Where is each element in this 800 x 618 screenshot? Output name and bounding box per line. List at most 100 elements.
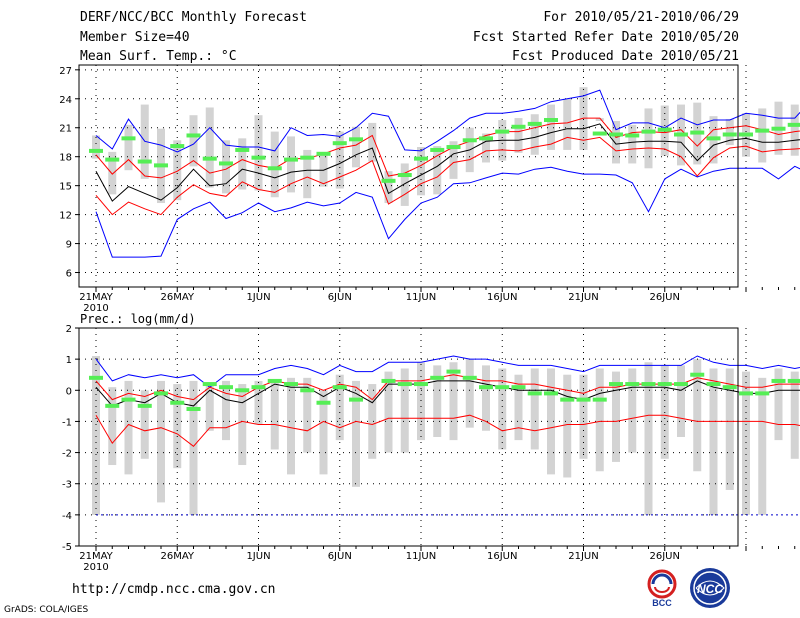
x-tick-label: 21JUN [568,551,598,562]
spread-bar [173,384,182,469]
spread-bar [758,377,767,515]
observed-marker [381,378,396,383]
spread-bar [303,149,312,199]
observed-marker [267,378,282,383]
grads-credit: GrADS: COLA/IGES [4,605,89,615]
y-tick-label: -5 [62,542,72,553]
observed-marker [202,156,217,161]
spread-bar [400,163,409,206]
observed-marker [625,133,640,138]
ncc-logo: NCC [690,568,730,608]
chart-title: DERF/NCC/BCC Monthly Forecast [80,10,307,25]
observed-marker [479,136,493,141]
spread-bar [530,114,539,155]
observed-marker [511,385,526,390]
y-tick-label: 24 [59,95,72,106]
observed-marker [316,400,331,405]
spread-bar [400,368,409,453]
series-line-ensemble_mean [95,380,800,407]
observed-marker [755,128,770,133]
observed-marker [544,391,558,396]
observed-marker [755,391,770,396]
observed-marker [414,382,428,387]
spread-bar [205,384,214,431]
spread-bar [287,136,295,193]
y-tick-label: 15 [59,182,72,193]
spread-bar [368,122,377,162]
observed-marker [495,385,510,390]
observed-marker [706,136,721,141]
observed-marker [105,157,120,162]
x-tick-label: 26MAY [160,551,194,562]
y-tick-label: -1 [62,417,72,428]
member-size-label: Member Size=40 [80,30,190,45]
observed-marker [787,122,800,127]
observed-marker [121,136,136,141]
observed-marker [332,385,347,390]
observed-marker [154,163,168,168]
observed-marker [170,400,185,405]
spread-bar [514,374,523,441]
spread-bar [303,377,312,453]
observed-marker [202,382,217,387]
y-tick-label: 18 [59,153,72,164]
observed-marker [544,118,558,123]
observed-marker [641,382,656,387]
precipitation-panel-label: Prec.: log(mm/d) [80,312,196,326]
observed-marker [609,132,623,137]
observed-marker [787,378,800,383]
observed-marker [722,385,737,390]
spread-bar [725,119,734,146]
x-tick-label: 21MAY [79,292,113,303]
precipitation-panel: -5 -4 -3 -2 -1 0 1 2 21MAY 26MAY 1JUN 6JUN 11JUN 16JU… [62,324,800,573]
spread-bar [628,124,637,164]
spread-bar [124,380,133,475]
spread-bar [287,377,295,475]
y-tick-label: 21 [59,124,72,135]
y-tick-label: 27 [59,66,72,77]
observed-marker [706,382,721,387]
observed-marker [381,178,396,183]
plot-frame [78,64,739,288]
observed-marker [397,382,412,387]
spread-bar [530,368,539,450]
spread-bar [92,356,100,515]
spread-bar [352,126,360,168]
observed-marker [300,155,315,160]
spread-bar [368,384,377,459]
spread-bar [465,359,474,428]
observed-marker [349,137,363,142]
observed-marker [170,144,185,149]
temperature-panel-label: Mean Surf. Temp.: °C [80,49,237,64]
spread-bar [563,98,572,150]
spread-bar [254,115,263,191]
spread-bar [547,104,555,150]
observed-marker [397,173,412,178]
y-tick-label: -3 [62,480,72,491]
spread-bar [433,365,442,437]
spread-bar [628,368,637,453]
spread-bar [677,365,685,437]
x-tick-label: 1JUN [246,292,270,303]
series-line-upper [95,89,800,153]
observed-marker [527,391,542,396]
spread-bar [758,108,767,163]
observed-marker [349,397,363,402]
spread-bar [238,138,247,190]
series-line-upper [95,355,800,388]
plot-frame [78,327,739,547]
observed-marker [446,369,461,374]
observed-marker [739,391,753,396]
y-tick-label: 2 [66,324,72,335]
source-url: http://cmdp.ncc.cma.gov.cn [72,582,276,597]
x-tick-label: 6JUN [328,551,352,562]
x-tick-label: 11JUN [406,292,436,303]
spread-bar [612,371,620,462]
spread-bar [612,120,620,164]
y-tick-label: 12 [59,211,72,222]
x-tick-label: 21JUN [568,292,598,303]
observed-marker [462,138,477,143]
spread-bar [449,141,458,179]
fcst-started-date-label: Fcst Started Refer Date 2010/05/20 [472,30,739,45]
